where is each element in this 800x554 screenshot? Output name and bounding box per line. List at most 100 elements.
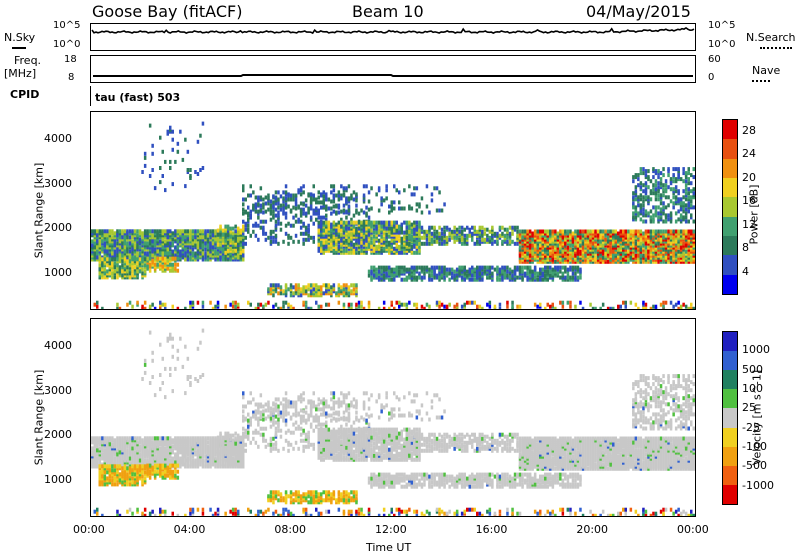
power-cell <box>317 291 320 296</box>
power-cell <box>211 237 215 242</box>
power-cell <box>561 235 565 240</box>
power-cell <box>292 197 295 202</box>
power-cell <box>153 266 157 271</box>
power-cell <box>337 210 341 215</box>
power-cell <box>418 202 421 207</box>
power-cell <box>405 277 409 282</box>
power-cell <box>388 226 391 231</box>
power-cell <box>669 247 673 252</box>
power-cell <box>279 306 283 309</box>
power-cell <box>184 237 187 242</box>
power-cell <box>639 259 643 264</box>
power-cell <box>690 247 693 252</box>
velocity-cell <box>108 436 112 441</box>
power-cell <box>569 235 572 240</box>
power-cell <box>274 190 278 195</box>
beam-title: Beam 10 <box>352 2 424 21</box>
power-cell <box>642 211 645 216</box>
power-cell <box>186 237 190 242</box>
power-cell <box>571 271 575 276</box>
power-cell <box>574 253 577 258</box>
power-cell <box>357 211 361 216</box>
power-cell <box>237 230 240 235</box>
power-cell <box>652 183 655 188</box>
power-cell <box>337 230 341 235</box>
power-cell <box>325 226 328 231</box>
power-cell <box>581 237 585 242</box>
power-cell <box>657 181 660 186</box>
power-cell <box>642 237 645 242</box>
power-cell <box>669 219 673 224</box>
power-cell <box>662 219 665 224</box>
power-cell <box>526 259 529 264</box>
power-cell <box>491 277 494 282</box>
power-cell <box>443 229 446 234</box>
power-cell <box>591 235 595 240</box>
power-cell <box>687 229 690 234</box>
power-cell <box>390 277 393 282</box>
power-cell <box>606 235 610 240</box>
power-cell <box>148 237 152 242</box>
power-cell <box>687 259 690 264</box>
power-cell <box>493 231 497 236</box>
power-cell <box>632 229 635 234</box>
power-cell <box>307 287 310 292</box>
power-cell <box>609 306 612 309</box>
velocity-cell <box>151 436 154 441</box>
power-cell <box>171 137 174 142</box>
power-heatmap <box>91 121 695 309</box>
power-cell <box>506 229 509 234</box>
power-cell <box>551 302 554 307</box>
power-cell <box>506 273 509 278</box>
power-cell <box>118 306 122 309</box>
power-cell <box>93 249 96 254</box>
power-cell <box>642 195 645 200</box>
power-cell <box>171 268 174 273</box>
velocity-cell <box>131 446 134 451</box>
power-cell <box>539 235 542 240</box>
power-cell <box>463 227 466 232</box>
power-cell <box>425 204 429 209</box>
velocity-cell <box>118 444 122 449</box>
power-cell <box>136 249 139 254</box>
power-cell <box>627 237 630 242</box>
power-cell <box>453 239 456 244</box>
power-cell <box>601 255 605 260</box>
power-cell <box>342 224 346 229</box>
power-cell <box>393 228 396 233</box>
velocity-cell <box>143 444 147 449</box>
power-cell <box>624 253 627 258</box>
power-cell <box>242 197 245 202</box>
power-cell <box>226 240 230 245</box>
power-cell <box>330 289 333 294</box>
power-cell <box>201 237 205 242</box>
power-cell <box>539 247 542 252</box>
power-cell <box>511 273 514 278</box>
power-cell <box>516 233 519 238</box>
power-cell <box>481 237 484 242</box>
power-cell <box>571 265 575 270</box>
power-cell <box>483 237 487 242</box>
power-cell <box>554 235 557 240</box>
power-cell <box>420 275 424 280</box>
power-cell <box>302 184 305 189</box>
power-cell <box>624 304 627 309</box>
power-cell <box>541 277 544 282</box>
power-cell <box>151 237 154 242</box>
velocity-cell <box>93 456 96 461</box>
power-cell <box>687 257 690 262</box>
power-cell <box>664 179 668 184</box>
power-cell <box>551 304 554 309</box>
power-cell <box>523 253 527 258</box>
power-cell <box>191 229 195 234</box>
power-cell <box>438 265 441 270</box>
power-cell <box>123 237 127 242</box>
power-cell <box>156 237 159 242</box>
power-cell <box>118 249 122 254</box>
power-cell <box>591 253 595 258</box>
power-cell <box>153 229 157 234</box>
velocity-cell <box>126 448 129 453</box>
power-cell <box>617 231 620 236</box>
power-cell <box>564 253 567 258</box>
date-title: 04/May/2015 <box>586 2 691 21</box>
